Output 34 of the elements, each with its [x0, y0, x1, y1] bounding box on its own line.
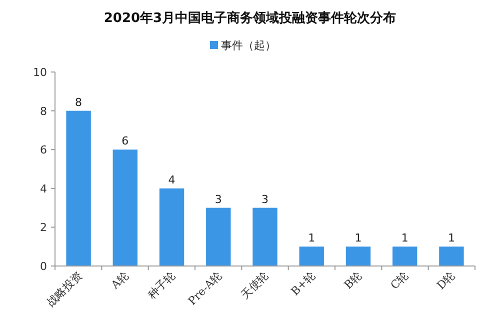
x-tick-label: B+轮 [288, 268, 318, 298]
x-tick-label: 种子轮 [145, 268, 178, 302]
bar [206, 208, 231, 266]
data-label: 6 [122, 134, 129, 148]
data-label: 8 [75, 96, 82, 109]
bar [439, 246, 464, 266]
x-tick-label: A轮 [108, 268, 132, 292]
y-tick-label: 8 [40, 104, 47, 118]
data-label: 1 [308, 232, 316, 245]
chart-title: 2020年3月中国电子商务领域投融资事件轮次分布 [104, 10, 396, 26]
x-tick-label: D轮 [434, 268, 458, 292]
bar [159, 188, 184, 266]
bar [346, 246, 371, 266]
x-tick-label: 战略投资 [44, 268, 85, 310]
legend-label: 事件（起） [221, 39, 276, 52]
y-tick-label: 6 [40, 144, 47, 157]
data-label: 3 [262, 192, 268, 206]
x-tick-label: B轮 [342, 268, 364, 292]
data-label: 1 [354, 232, 362, 245]
bar [112, 150, 138, 266]
bar [66, 110, 91, 266]
bar [392, 246, 418, 266]
data-label: 4 [168, 173, 176, 186]
bar [252, 208, 278, 266]
data-label: 1 [448, 232, 455, 245]
data-label: 3 [214, 192, 222, 206]
bar [299, 246, 324, 266]
y-tick-label: 2 [40, 221, 47, 234]
y-tick-label: 4 [40, 182, 47, 196]
y-tick-label: 0 [40, 260, 47, 273]
y-tick-label: 10 [33, 66, 47, 79]
data-label: 1 [401, 232, 408, 245]
x-tick-label: C轮 [388, 268, 411, 292]
x-tick-label: 天使轮 [238, 268, 272, 302]
